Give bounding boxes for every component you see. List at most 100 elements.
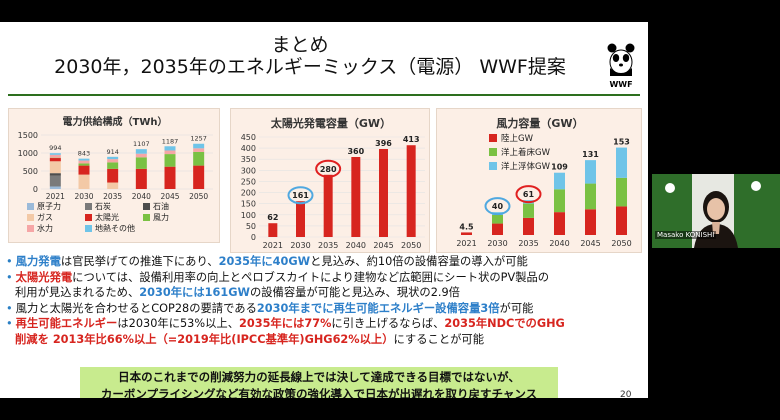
- bar-segment: [107, 168, 119, 183]
- bar-segment: [164, 146, 176, 151]
- bullet-text: が可能: [499, 301, 534, 315]
- x-tick-label: 2050: [189, 192, 208, 201]
- legend-label: 石油: [153, 201, 169, 211]
- chart2-svg: 0 50 100 150 200 250 300 350 400 450 62 2021 161 2030…: [241, 133, 425, 250]
- bullet-text: 2035年には77%: [239, 317, 332, 331]
- total-label: 1107: [133, 140, 150, 148]
- y-tick-label: 400: [241, 144, 256, 153]
- bar-segment: [193, 148, 205, 152]
- legend-label: 陸上GW: [501, 133, 534, 144]
- bullet-text: は官民挙げての推進下にあり、: [60, 255, 219, 268]
- bullet-text: の設備容量が可能と見込み、現状の2.9倍: [249, 286, 460, 300]
- bar-segment: [78, 160, 90, 164]
- x-tick-label: 2040: [132, 192, 151, 201]
- total-label: 153: [613, 138, 630, 147]
- bar-segment: [135, 168, 147, 189]
- chart1-title: 電力供給構成（TWh）: [62, 117, 168, 128]
- participant-name: Masako KONISHI: [655, 231, 717, 239]
- bullet-line: • 太陽光発電については、設備利用率の向上とペロブスカイトにより建物など広範囲にシ…: [6, 270, 642, 286]
- bullet-line: • 再生可能エネルギーは2030年に53%以上、2035年には77%に引き上げるな…: [6, 316, 642, 332]
- y-tick-label: 250: [241, 177, 256, 186]
- bar-segment: [49, 186, 61, 189]
- bullet-marker: •: [6, 255, 13, 268]
- bar-segment: [78, 163, 90, 166]
- total-label: 109: [551, 163, 568, 172]
- slide-title-line2: 2030年，2035年のエネルギーミックス（電源） WWF提案: [54, 56, 566, 78]
- bar: [296, 201, 305, 237]
- bullet-text: と見込み、約10倍の設備容量の導入が可能: [310, 255, 528, 268]
- bar-segment: [492, 223, 503, 235]
- bullet-marker: •: [6, 270, 13, 284]
- bar-segment: [135, 157, 147, 169]
- value-label: 396: [375, 139, 392, 148]
- highlight-ellipse: [484, 197, 511, 216]
- chart1-svg: 0 500 1000 1500 994 2021 843 2030 914 2035 1107 204…: [18, 131, 213, 233]
- bar-segment: [461, 232, 472, 235]
- x-tick-label: 2040: [549, 239, 569, 248]
- participant-video-tile[interactable]: Masako KONISHI: [652, 174, 780, 248]
- bullet-text: 風力発電: [15, 255, 61, 268]
- y-tick-label: 350: [241, 155, 256, 164]
- bar-segment: [585, 160, 596, 184]
- bullet-line: • 風力と太陽光を合わせるとCOP28の要請である2030年までに再生可能エネルギ…: [6, 301, 642, 317]
- conclusion-box: 日本のこれまでの削減努力の延長線上では決して達成できる目標ではないが、 カーボン…: [80, 367, 558, 398]
- bar-segment: [585, 183, 596, 210]
- legend-label: 洋上着床GW: [501, 147, 551, 158]
- legend-label: ガス: [37, 212, 53, 222]
- x-tick-label: 2050: [401, 241, 421, 250]
- bar-segment: [193, 143, 205, 149]
- bar-segment: [49, 175, 61, 187]
- legend-swatch: [143, 214, 150, 221]
- chart2-title: 太陽光発電容量（GW）: [270, 117, 392, 130]
- legend-swatch: [27, 203, 34, 210]
- y-tick-label: 450: [241, 133, 256, 142]
- y-tick-label: 300: [241, 166, 256, 175]
- x-tick-label: 2040: [346, 241, 366, 250]
- legend-label: 原子力: [37, 201, 61, 211]
- bar-segment: [49, 161, 61, 174]
- chart-panel-power-supply: 電力供給構成（TWh） 0 500 1000 1500 994 2021 843 2030 91…: [8, 108, 220, 243]
- chart3-title: 風力容量（GW）: [496, 117, 584, 130]
- x-tick-label: 2050: [611, 239, 631, 248]
- legend-label: 太陽光: [95, 212, 119, 222]
- legend-swatch: [489, 148, 497, 156]
- y-tick-label: 200: [241, 189, 256, 198]
- x-tick-label: 2021: [46, 192, 65, 201]
- total-label: 994: [49, 144, 61, 152]
- x-tick-label: 2030: [74, 192, 93, 201]
- y-tick-label: 1500: [18, 131, 38, 140]
- x-tick-label: 2030: [487, 239, 507, 248]
- x-tick-label: 2045: [373, 241, 393, 250]
- conclusion-line2: カーボンプライシングなど有効な政策の強化導入で日本が出遅れを取り戻すチャンス: [100, 387, 538, 398]
- total-label: 1257: [190, 135, 207, 143]
- legend-label: 石炭: [95, 202, 111, 211]
- total-label: 131: [582, 150, 599, 159]
- bar: [379, 149, 388, 237]
- bar-segment: [492, 215, 503, 224]
- bullet-text: 2035年に40GW: [218, 255, 311, 268]
- y-tick-label: 1000: [18, 149, 38, 158]
- bar-segment: [49, 153, 61, 155]
- bullet-text: 風力と太陽光を合わせるとCOP28の要請である: [15, 301, 257, 315]
- x-tick-label: 2030: [290, 241, 310, 250]
- bar: [268, 223, 278, 237]
- summary-bullets: • 風力発電は官民挙げての推進下にあり、2035年に40GWと見込み、約10倍の設…: [6, 254, 642, 348]
- x-tick-label: 2021: [456, 239, 476, 248]
- legend-swatch: [27, 214, 34, 221]
- x-tick-label: 2035: [318, 241, 338, 250]
- bar-segment: [585, 209, 596, 235]
- x-tick-label: 2035: [103, 192, 122, 201]
- conclusion-line1: 日本のこれまでの削減努力の延長線上では決して達成できる目標ではないが、: [118, 370, 520, 384]
- bullet-marker: •: [6, 301, 13, 315]
- bar-segment: [193, 151, 205, 166]
- total-label: 61: [523, 190, 535, 199]
- legend-label: 風力: [153, 212, 169, 222]
- total-label: 4.5: [459, 222, 474, 231]
- bar-segment: [107, 159, 119, 163]
- bullet-line: • 風力発電は官民挙げての推進下にあり、2035年に40GWと見込み、約10倍の設…: [6, 254, 642, 270]
- bar-segment: [164, 166, 176, 189]
- bar-segment: [616, 206, 627, 235]
- chart-panel-solar-capacity: 太陽光発電容量（GW） 0 50 100 150 200 250 300 350 400 450 6…: [230, 108, 430, 253]
- bar-segment: [78, 158, 90, 161]
- value-label: 62: [267, 213, 278, 222]
